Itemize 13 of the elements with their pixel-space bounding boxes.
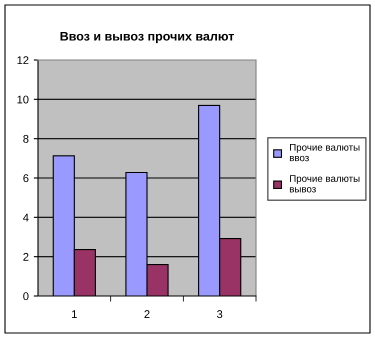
x-tick-label: 2 xyxy=(144,310,150,318)
y-tick-label: 8 xyxy=(23,134,28,143)
y-tick-label: 6 xyxy=(23,174,28,182)
y-tick-label: 12 xyxy=(17,56,28,64)
x-tick-label: 1 xyxy=(72,310,77,318)
chart-title: Ввоз и вывоз прочих валют xyxy=(60,32,234,44)
legend-label: Прочие валюты ввоз xyxy=(290,144,360,162)
y-tick-label: 4 xyxy=(23,214,29,222)
y-tick-label: 0 xyxy=(23,292,29,300)
y-tick-label: 2 xyxy=(23,252,28,261)
x-tick-label: 3 xyxy=(217,310,222,318)
y-tick-label: 10 xyxy=(17,96,29,104)
legend-label: Прочие валюты вывоз xyxy=(290,175,360,192)
